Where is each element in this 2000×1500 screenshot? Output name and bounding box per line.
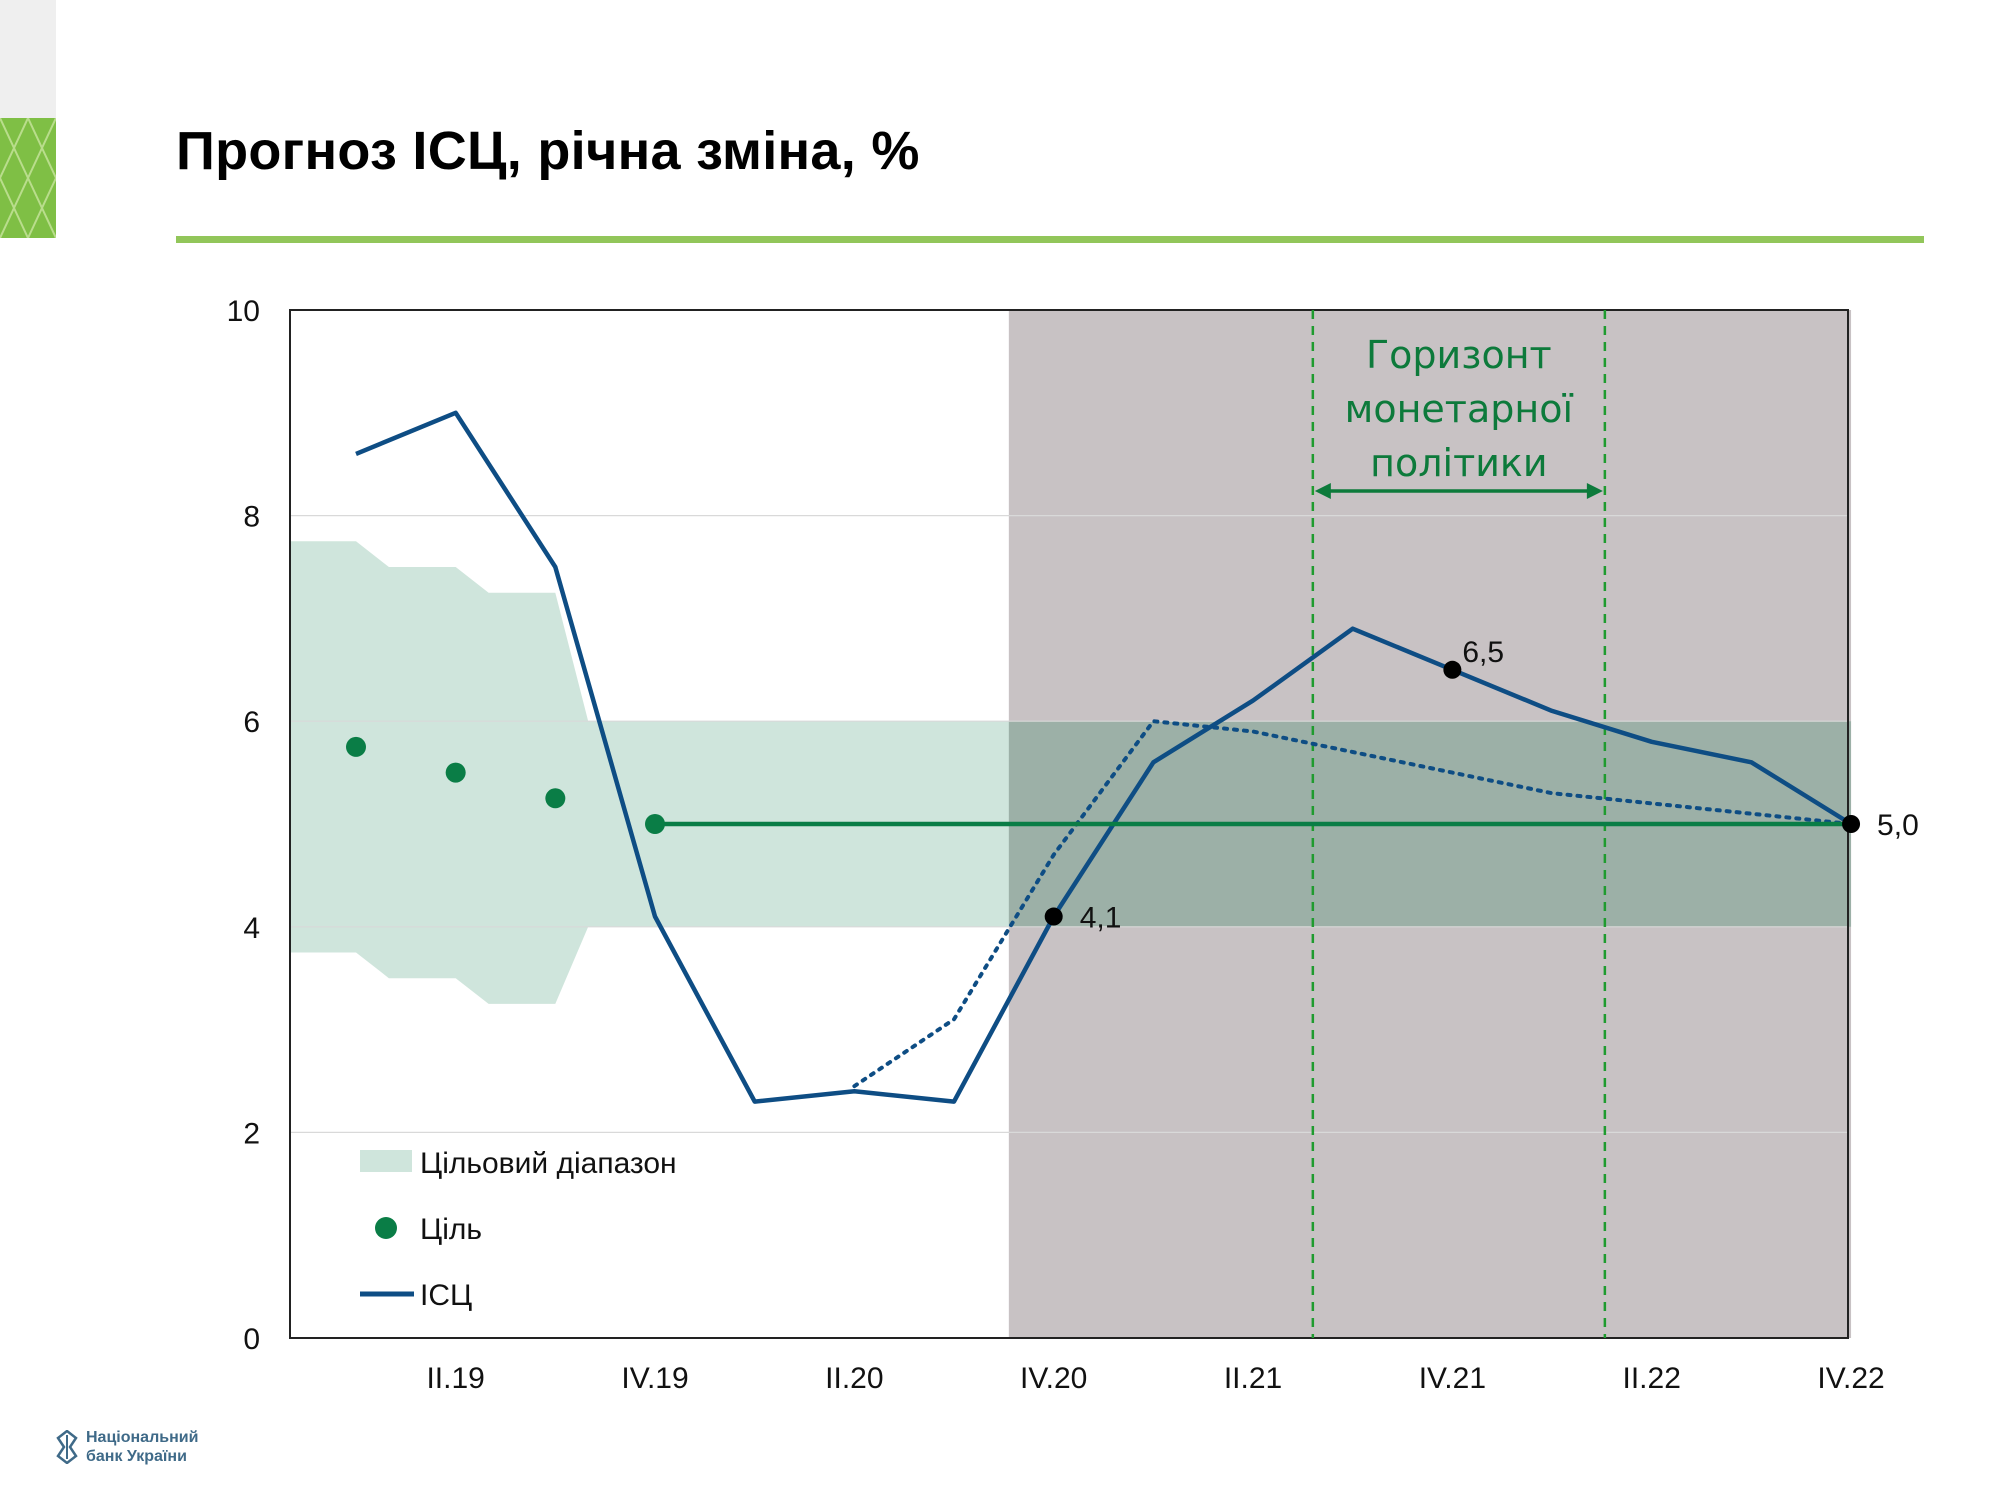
target-dot-1 xyxy=(346,736,366,757)
y-tick-label-0: 0 xyxy=(243,1323,260,1356)
x-tick-label-II.21: II.21 xyxy=(1224,1362,1282,1395)
logo-text: Національний банк України xyxy=(86,1428,198,1466)
nbu-logo: Національний банк України xyxy=(56,1426,256,1476)
y-tick-label-8: 8 xyxy=(243,501,260,534)
x-tick-label-IV.20: IV.20 xyxy=(1020,1362,1087,1395)
logo-line-2: банк України xyxy=(86,1448,187,1465)
legend-swatch-band xyxy=(360,1150,412,1172)
decorative-pattern xyxy=(0,118,56,238)
x-tick-label-II.19: II.19 xyxy=(426,1362,484,1395)
legend-swatch-dot xyxy=(375,1217,397,1239)
legend-label-2: Ціль xyxy=(420,1213,482,1246)
logo-line-1: Національний xyxy=(86,1429,199,1446)
data-label-2: 6,5 xyxy=(1462,636,1504,669)
x-tick-label-IV.21: IV.21 xyxy=(1419,1362,1486,1395)
legend-label-1: Цільовий діапазон xyxy=(420,1147,677,1180)
y-tick-label-10: 10 xyxy=(227,295,260,328)
data-label-marker-2 xyxy=(1443,660,1462,679)
cpi-line xyxy=(355,410,1853,1104)
y-tick-label-4: 4 xyxy=(243,912,260,945)
x-tick-label-IV.19: IV.19 xyxy=(621,1362,688,1395)
horizon-arrow-right-head xyxy=(1586,483,1603,499)
side-accent-strip xyxy=(0,0,56,118)
data-label-marker-1 xyxy=(1044,907,1063,926)
horizon-label-line-3: політики xyxy=(1370,441,1547,485)
horizon-arrow-left-head xyxy=(1314,483,1331,499)
slide-title: Прогноз ІСЦ, річна зміна, % xyxy=(176,121,920,181)
legend-label-3: ІСЦ xyxy=(420,1279,472,1312)
x-tick-label-IV.22: IV.22 xyxy=(1817,1362,1884,1395)
y-tick-label-2: 2 xyxy=(243,1117,260,1150)
target-line-start-dot xyxy=(645,814,666,834)
data-label-marker-3 xyxy=(1842,815,1861,833)
title-underline xyxy=(176,236,1924,243)
x-tick-label-II.22: II.22 xyxy=(1623,1362,1681,1395)
data-label-1: 4,1 xyxy=(1080,902,1122,935)
target-dot-2 xyxy=(445,762,466,783)
horizon-label-line-2: монетарної xyxy=(1345,387,1574,431)
target-dot-3 xyxy=(545,788,566,809)
cpi-previous-forecast-line xyxy=(852,719,1853,1089)
data-label-3: 5,0 xyxy=(1877,809,1919,842)
x-tick-label-II.20: II.20 xyxy=(825,1362,883,1395)
nbu-logo-icon xyxy=(56,1430,78,1464)
horizon-label-line-1: Горизонт xyxy=(1366,333,1552,377)
y-tick-label-6: 6 xyxy=(243,706,260,739)
